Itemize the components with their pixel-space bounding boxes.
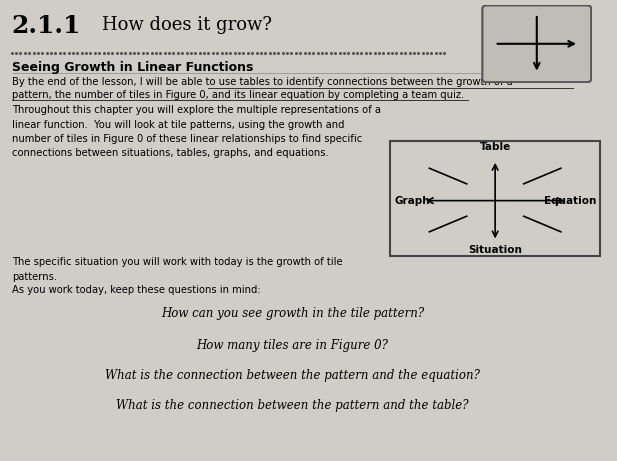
Text: How many tiles are in Figure 0?: How many tiles are in Figure 0? [196, 339, 388, 352]
Text: By the end of the lesson, I will be able to use tables to identify connections b: By the end of the lesson, I will be able… [12, 77, 513, 88]
Text: What is the connection between the pattern and the table?: What is the connection between the patte… [116, 399, 469, 412]
Text: Graph: Graph [394, 195, 430, 206]
Text: 2.1.1: 2.1.1 [12, 14, 81, 38]
Text: Equation: Equation [544, 195, 596, 206]
Text: How can you see growth in the tile pattern?: How can you see growth in the tile patte… [161, 307, 424, 319]
Text: Throughout this chapter you will explore the multiple representations of a
linea: Throughout this chapter you will explore… [12, 105, 381, 158]
Text: Situation: Situation [468, 245, 522, 254]
Text: What is the connection between the pattern and the equation?: What is the connection between the patte… [105, 369, 480, 382]
FancyBboxPatch shape [482, 6, 591, 82]
Text: As you work today, keep these questions in mind:: As you work today, keep these questions … [12, 285, 260, 295]
Text: Table: Table [479, 142, 511, 152]
Text: Seeing Growth in Linear Functions: Seeing Growth in Linear Functions [12, 61, 253, 74]
Text: The specific situation you will work with today is the growth of tile
patterns.: The specific situation you will work wit… [12, 257, 342, 282]
Text: How does it grow?: How does it grow? [102, 16, 272, 34]
Text: pattern, the number of tiles in Figure 0, and its linear equation by completing : pattern, the number of tiles in Figure 0… [12, 90, 464, 100]
